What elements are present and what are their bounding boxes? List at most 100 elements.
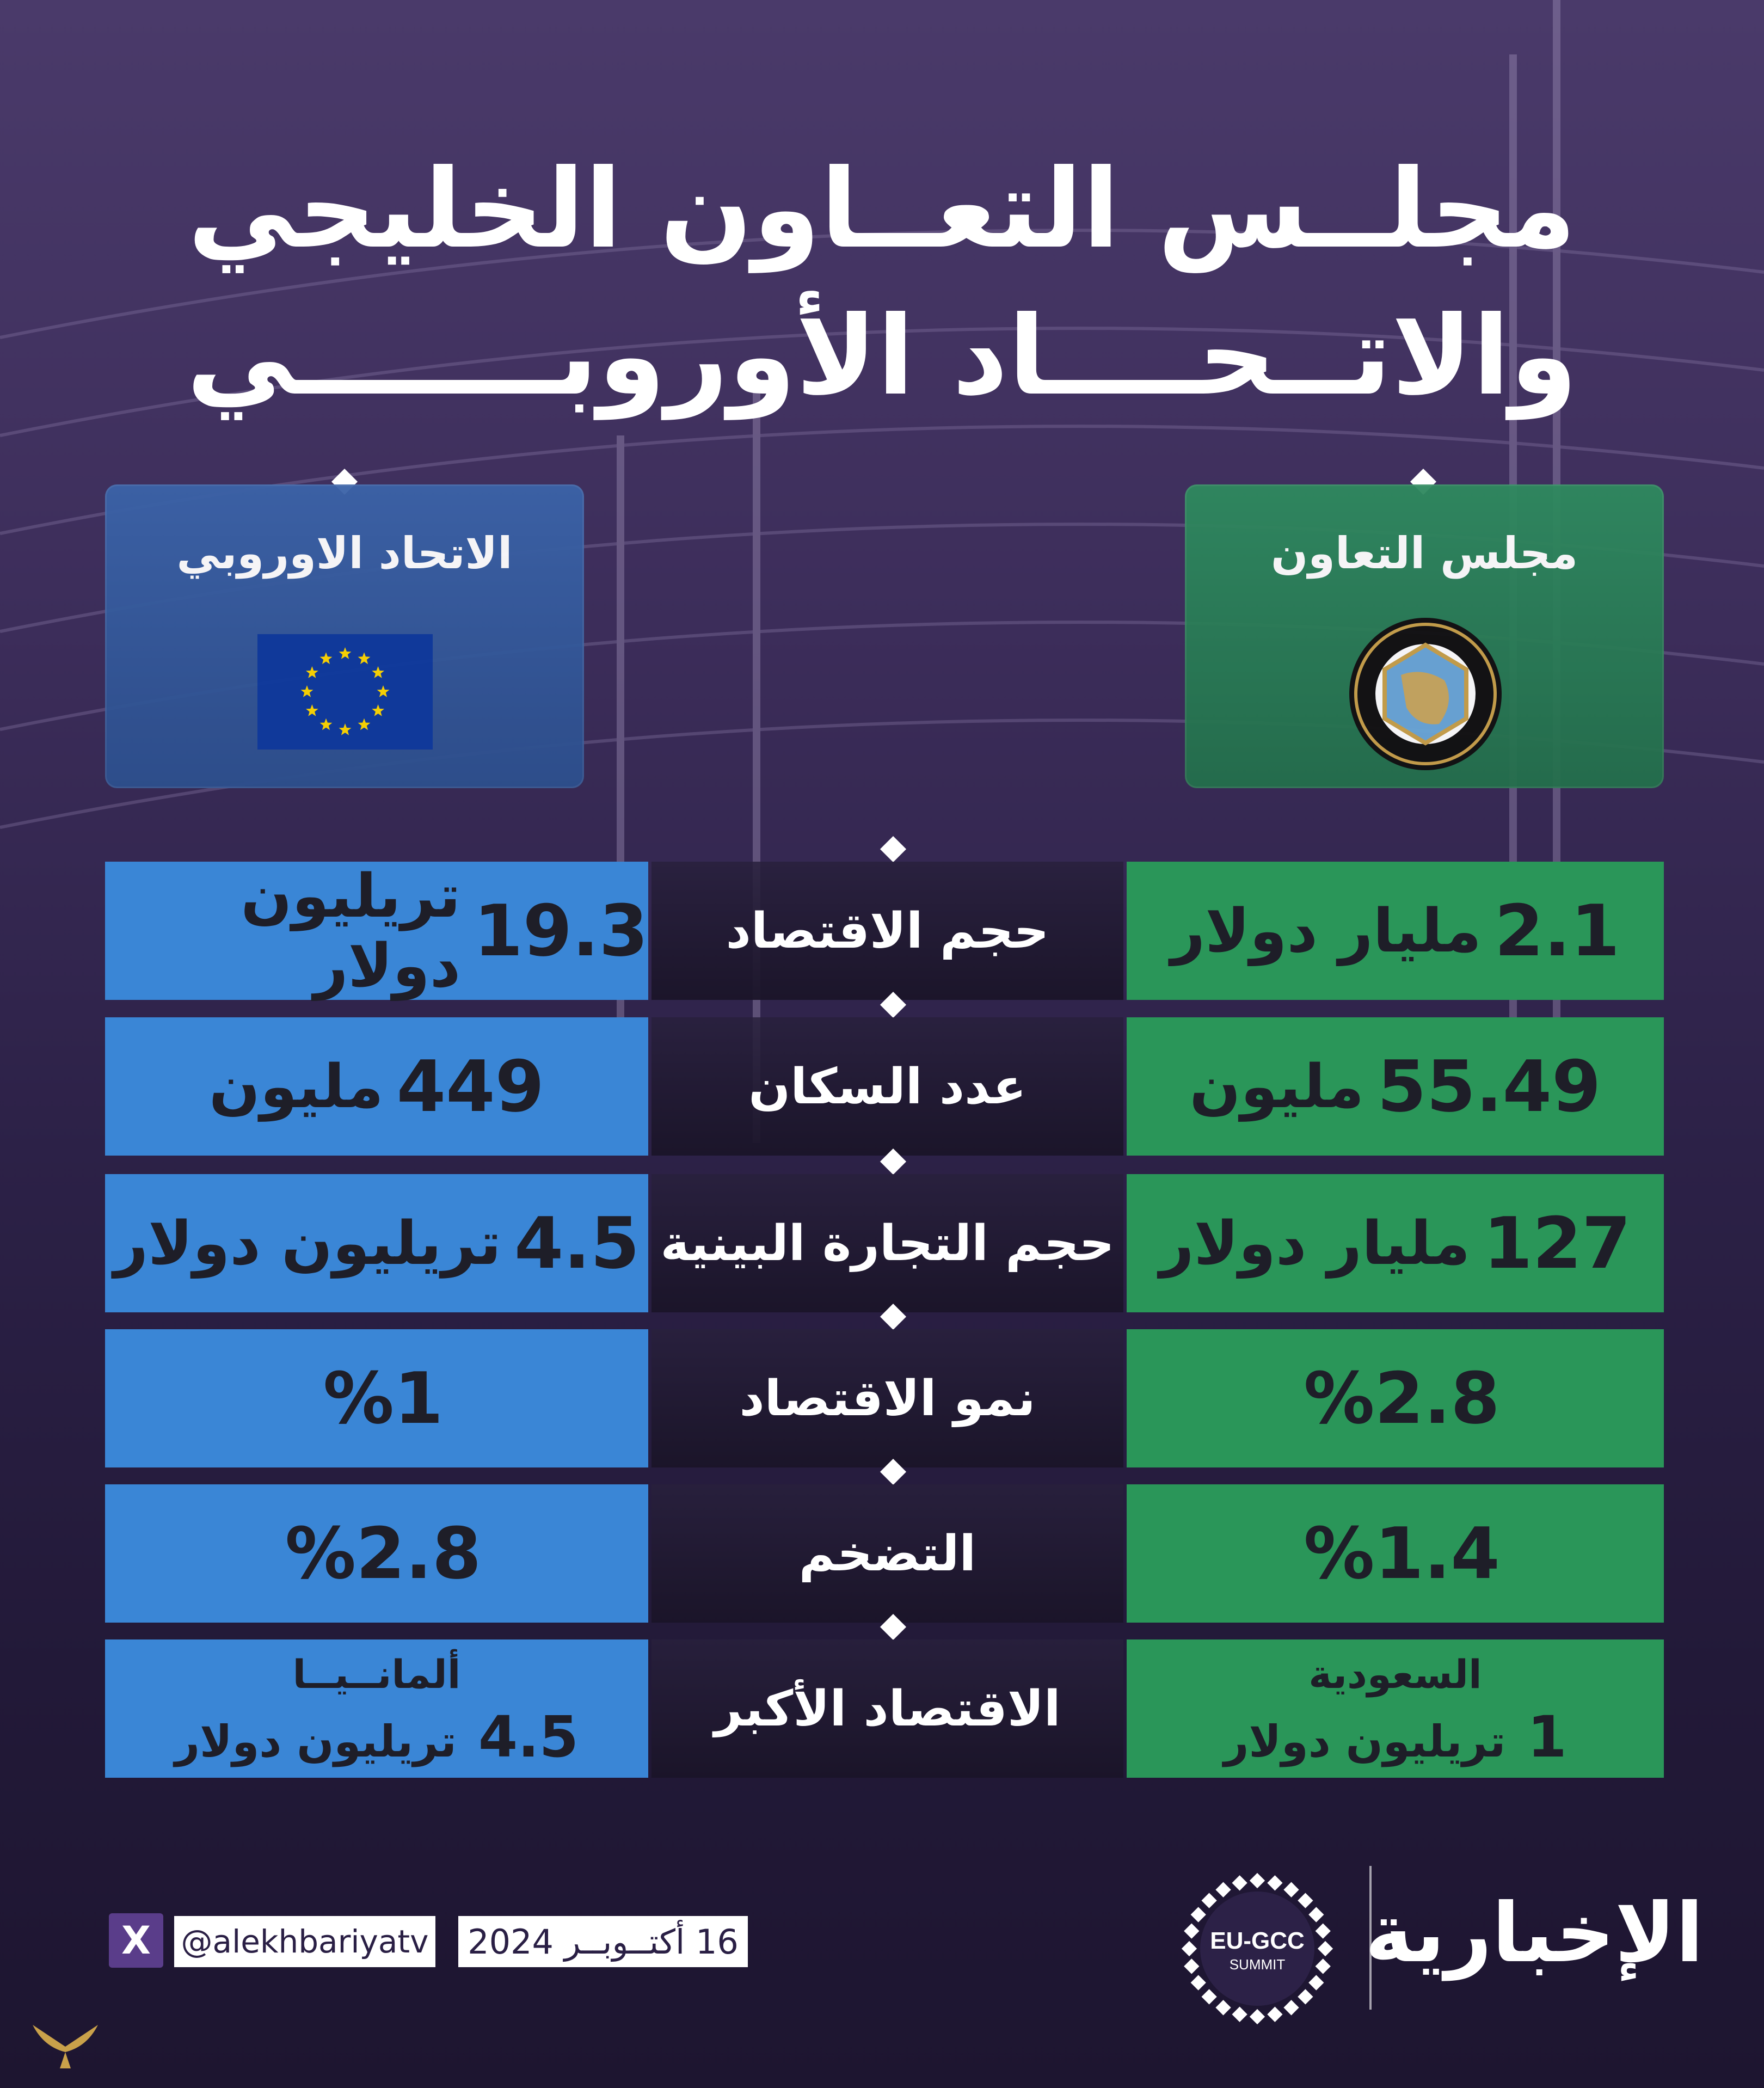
summit-ring-mark xyxy=(1283,2000,1299,2016)
metric-label: حجم الاقتصاد xyxy=(726,902,1049,960)
summit-line-2: SUMMIT xyxy=(1230,1956,1286,1973)
watermark-wings-icon xyxy=(33,2025,98,2068)
gcc-value-unit: مليون xyxy=(1189,1052,1365,1121)
summit-ring-mark xyxy=(1201,1989,1217,2005)
gcc-value-cell: 2.1 مليار دولار xyxy=(1127,862,1664,1000)
eu-country: ألمانــيــا xyxy=(292,1651,461,1697)
metric-label-cell: عدد السكان xyxy=(651,1017,1123,1156)
eu-value-number: %2.8 xyxy=(285,1512,482,1595)
summit-ring-mark xyxy=(1267,2006,1283,2022)
gcc-seal-icon xyxy=(1349,618,1502,770)
eu-star-icon xyxy=(377,685,390,697)
gcc-value-number: 1 xyxy=(1527,1704,1567,1770)
eu-value-cell: 19.3 تريليون دولار xyxy=(105,861,648,1000)
gcc-value-number: 55.49 xyxy=(1377,1045,1601,1128)
metric-label-cell: الاقتصاد الأكبر xyxy=(651,1639,1123,1778)
summit-ring-mark xyxy=(1215,1882,1231,1897)
summit-ring-mark xyxy=(1249,2009,1265,2025)
eu-star-icon xyxy=(319,718,333,730)
summit-ring-mark xyxy=(1249,1872,1265,1889)
eu-header-card: الاتحاد الاوروبي xyxy=(105,484,584,788)
eu-star-icon xyxy=(372,704,384,716)
gcc-value-cell: 55.49 مليون xyxy=(1127,1017,1664,1156)
summit-ring-mark xyxy=(1315,1958,1331,1974)
eu-star-icon xyxy=(306,704,318,716)
eu-value-number: 19.3 xyxy=(474,889,648,972)
summit-ring-mark xyxy=(1190,1975,1206,1991)
eu-star-icon xyxy=(372,666,384,678)
metric-label: حجم التجارة البينية xyxy=(660,1214,1115,1272)
summit-ring-mark xyxy=(1298,1893,1313,1908)
eu-value-unit: تريليون دولار xyxy=(113,1208,501,1278)
title-line-1: مجلــس التعــاون الخليجي xyxy=(188,146,1576,273)
eu-value-cell: %1 xyxy=(105,1329,648,1467)
eu-star-icon xyxy=(358,652,371,665)
summit-ring-mark xyxy=(1317,1940,1333,1957)
gcc-value-cell: 127 مليار دولار xyxy=(1127,1174,1664,1312)
summit-ring-mark xyxy=(1232,1875,1247,1891)
summit-ring-mark xyxy=(1283,1882,1299,1897)
eu-star-icon xyxy=(300,685,314,697)
summit-line-1: EU-GCC xyxy=(1210,1927,1305,1954)
eu-value-number: 4.5 xyxy=(514,1202,640,1285)
x-logo-label: X xyxy=(121,1918,151,1963)
title-line-2: والاتــحــــاد الأوروبـــــــي xyxy=(186,293,1578,420)
summit-ring-mark xyxy=(1298,1989,1313,2005)
date-box: 16 أكتــوبــر 2024 xyxy=(458,1916,748,1967)
x-logo-icon[interactable]: X xyxy=(109,1913,163,1968)
gcc-header-card: مجلس التعاون xyxy=(1185,484,1664,788)
eu-star-icon xyxy=(319,652,333,665)
alekhbariya-brand-logo: الإخبارية xyxy=(1365,1886,1704,1981)
eu-star-icon xyxy=(358,718,371,730)
metric-label: نمو الاقتصاد xyxy=(739,1370,1036,1427)
eu-largest-economy: ألمانــيــا 4.5 تريليون دولار xyxy=(105,1639,648,1778)
gcc-value-unit: مليار دولار xyxy=(1159,1208,1471,1278)
gcc-value-number: %2.8 xyxy=(1304,1357,1500,1440)
summit-ring-mark xyxy=(1308,1975,1324,1991)
summit-ring-mark xyxy=(1201,1893,1217,1908)
gcc-value-cell: %1.4 xyxy=(1127,1484,1664,1623)
eu-value-cell: 449 مليون xyxy=(105,1017,648,1156)
gcc-value-cell: السعودية 1 تريليون دولار xyxy=(1127,1639,1664,1778)
eu-value-cell: 4.5 تريليون دولار xyxy=(105,1174,648,1312)
eu-star-icon xyxy=(339,647,352,659)
footer-divider xyxy=(1369,1866,1372,2010)
gcc-value-unit: تريليون دولار xyxy=(1224,1716,1506,1767)
social-handle-box[interactable]: @alekhbariyatv xyxy=(174,1916,435,1967)
eu-value-unit: تريليون دولار xyxy=(174,1716,457,1767)
eu-value-cell: ألمانــيــا 4.5 تريليون دولار xyxy=(105,1639,648,1778)
summit-ring-mark xyxy=(1184,1923,1200,1939)
metric-label: الاقتصاد الأكبر xyxy=(714,1680,1061,1737)
eu-value-unit: مليون xyxy=(208,1052,384,1121)
summit-ring-mark xyxy=(1215,2000,1231,2016)
eu-value-unit: تريليون دولار xyxy=(241,861,461,1000)
eu-value-number: %1 xyxy=(323,1357,444,1440)
eu-gcc-summit-logo: EU-GCC SUMMIT xyxy=(1181,1872,1333,2025)
summit-ring-mark xyxy=(1181,1940,1197,1957)
gcc-value-unit: مليار دولار xyxy=(1170,896,1482,966)
main-title: مجلــس التعــاون الخليجي والاتــحــــاد … xyxy=(0,136,1764,430)
metric-label-cell: حجم التجارة البينية xyxy=(651,1174,1123,1312)
metric-label-cell: حجم الاقتصاد xyxy=(651,862,1123,1000)
metric-label-cell: نمو الاقتصاد xyxy=(651,1329,1123,1467)
eu-star-icon xyxy=(306,666,318,678)
eu-value-number: 4.5 xyxy=(478,1704,579,1770)
summit-ring-mark xyxy=(1267,1875,1283,1891)
social-handle: @alekhbariyatv xyxy=(181,1923,429,1960)
gcc-value-cell: %2.8 xyxy=(1127,1329,1664,1467)
eu-flag-icon xyxy=(257,634,433,750)
date-label: 16 أكتــوبــر 2024 xyxy=(468,1921,739,1962)
gcc-value-number: 2.1 xyxy=(1494,889,1620,972)
summit-ring-mark xyxy=(1184,1958,1200,1974)
eu-value-cell: %2.8 xyxy=(105,1484,648,1623)
gcc-value-number: %1.4 xyxy=(1304,1512,1500,1595)
summit-ring-mark xyxy=(1190,1907,1206,1923)
gcc-value-number: 127 xyxy=(1483,1202,1631,1285)
metric-label: عدد السكان xyxy=(748,1058,1027,1115)
gcc-country: السعودية xyxy=(1308,1651,1482,1697)
summit-ring-mark xyxy=(1232,2006,1247,2022)
gcc-header-name: مجلس التعاون xyxy=(1270,528,1578,579)
metric-label: التضخم xyxy=(798,1525,976,1582)
gcc-largest-economy: السعودية 1 تريليون دولار xyxy=(1127,1639,1664,1778)
summit-ring-mark xyxy=(1315,1923,1331,1939)
